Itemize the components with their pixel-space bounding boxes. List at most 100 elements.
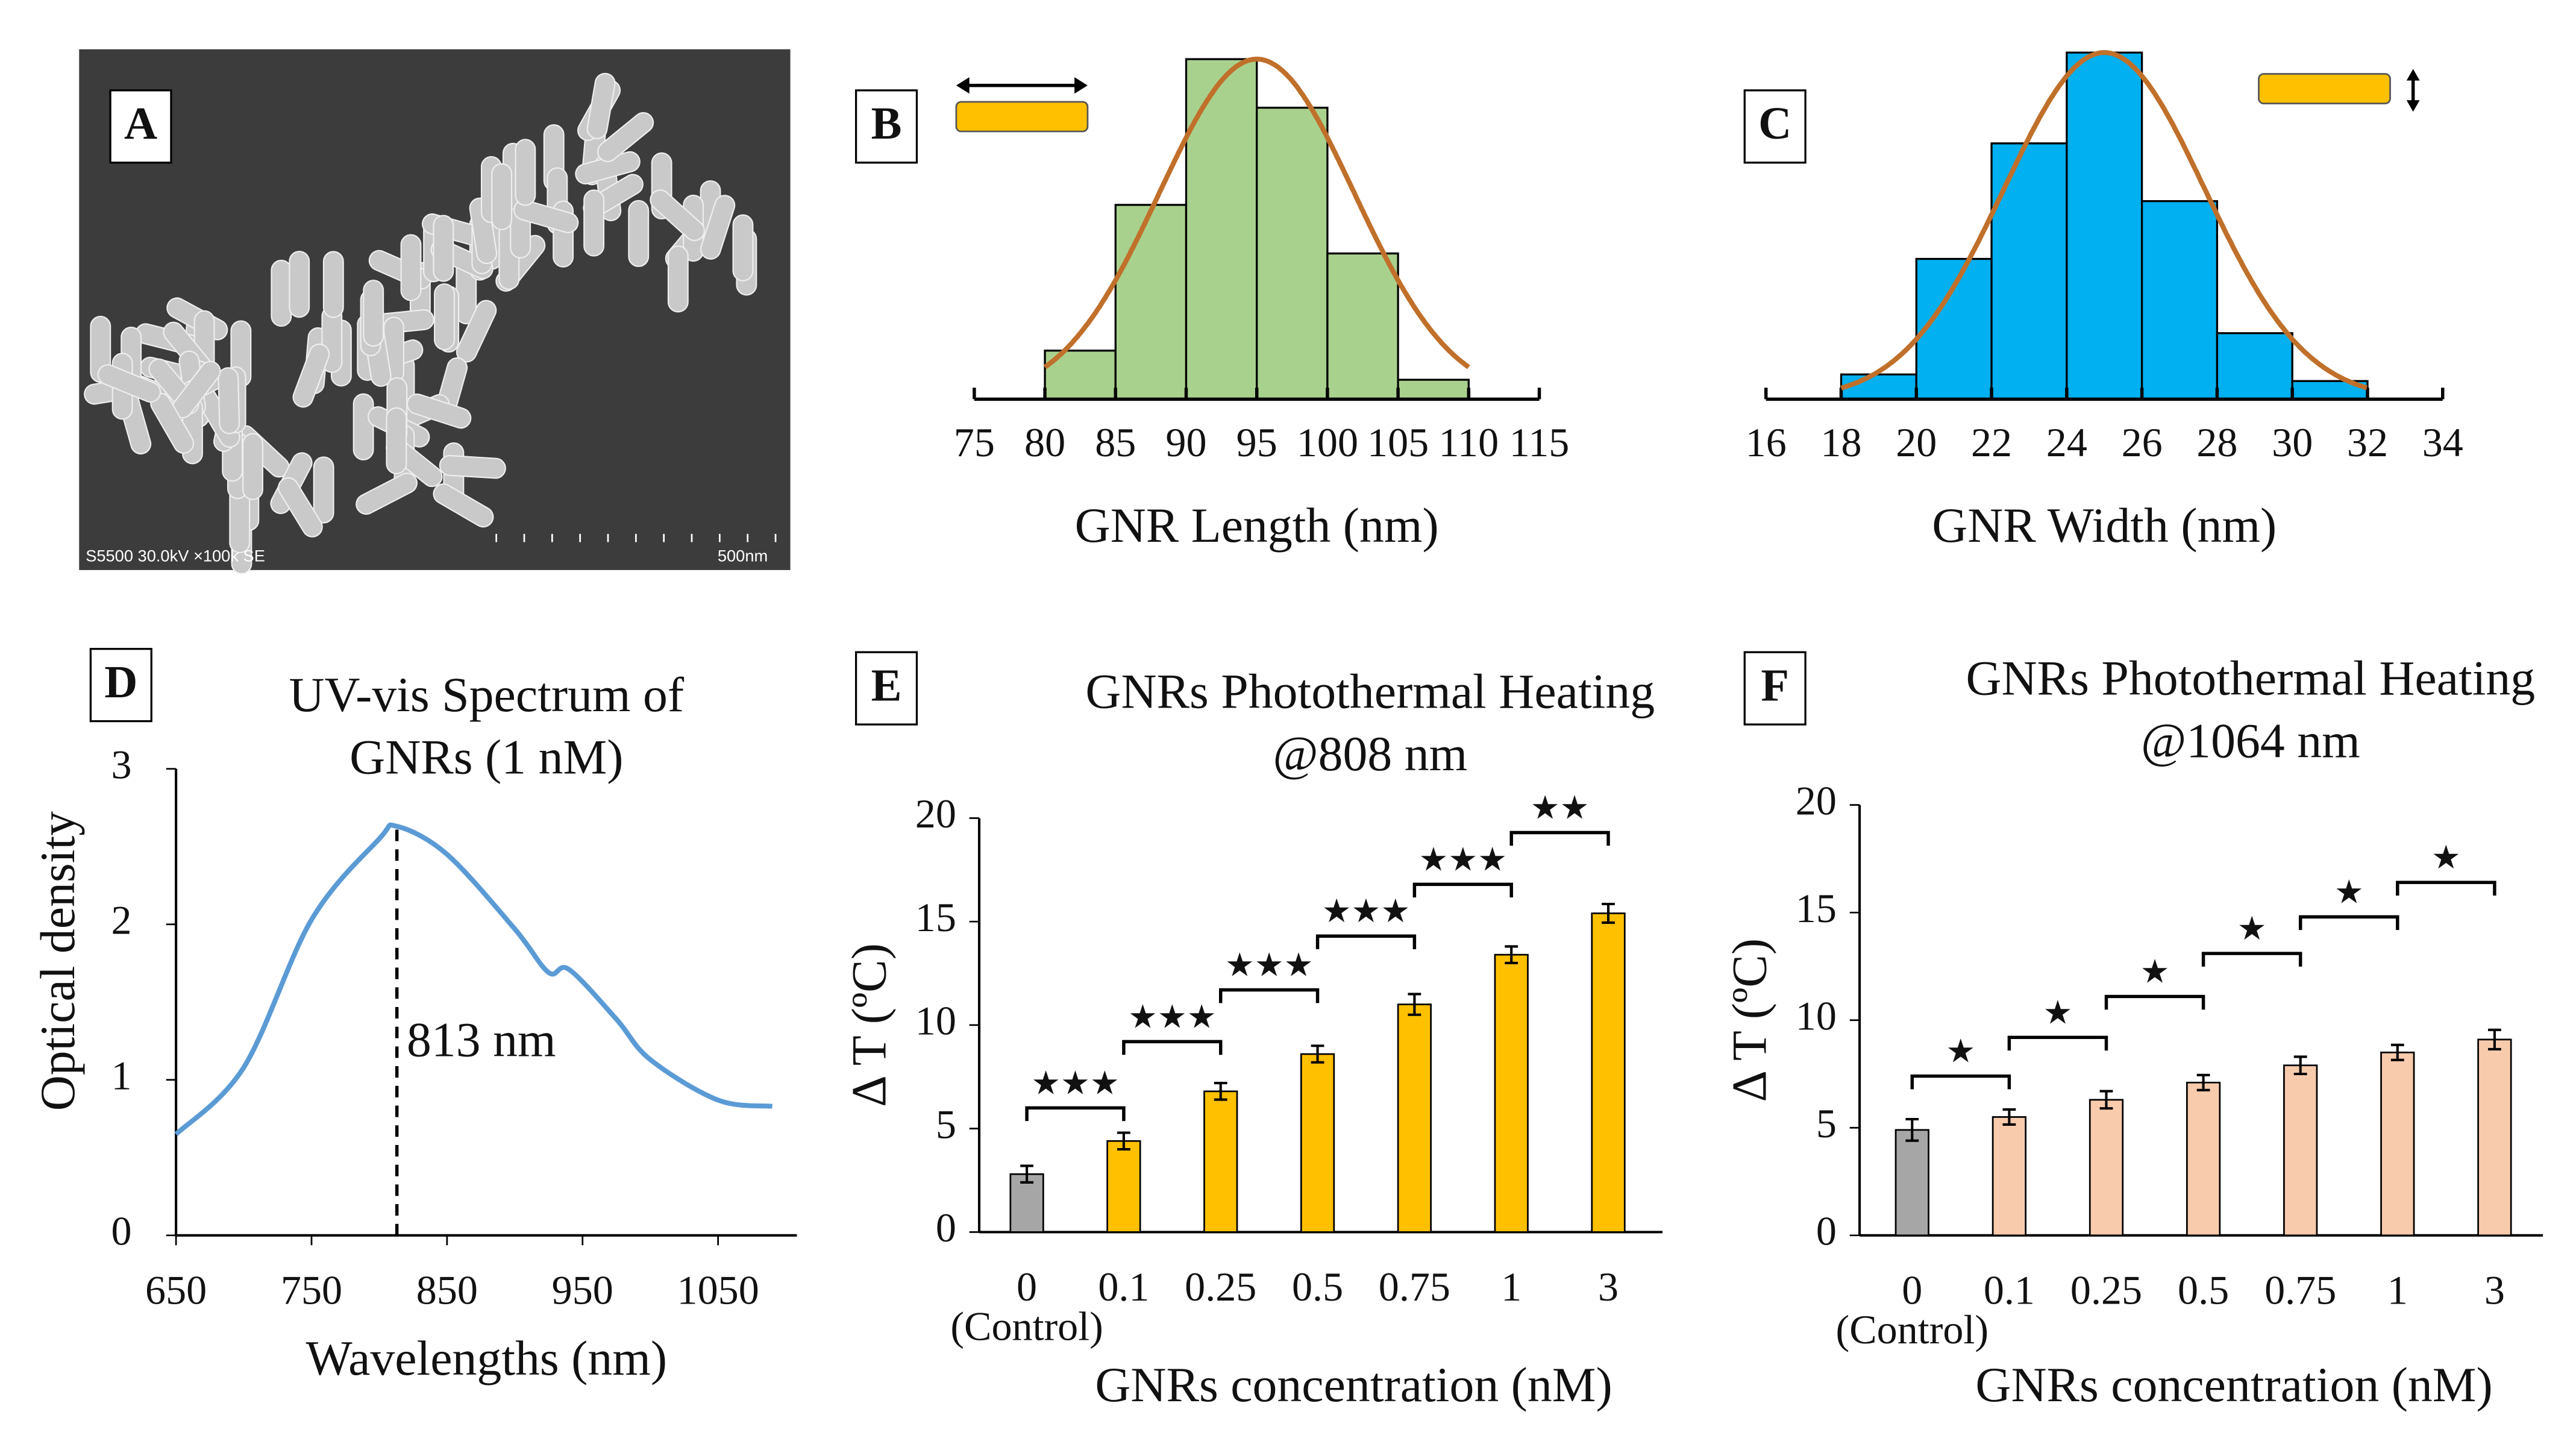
x-tick-label: 0.75 (2264, 1267, 2336, 1313)
error-bar (2099, 1090, 2113, 1110)
bar (1106, 1140, 1141, 1233)
y-tick-label: 5 (1816, 1100, 1837, 1146)
nanorod (700, 195, 736, 260)
significance-bracket (1219, 988, 1320, 1003)
y-axis-label: Δ T (ºC) (1722, 938, 1776, 1102)
nanorod (218, 367, 240, 435)
chart-title: @1064 nm (2141, 713, 2360, 768)
x-tick-label: 16 (1746, 419, 1787, 465)
nanorod (732, 214, 754, 281)
significance-stars: ★ (2431, 838, 2461, 876)
panel-label: E (871, 659, 902, 711)
spectrum-line (174, 822, 773, 1137)
panel-label: A (124, 98, 157, 149)
histogram-bar (2066, 51, 2143, 401)
category-note: (Control) (1836, 1307, 1989, 1352)
y-tick-label: 20 (915, 791, 956, 837)
significance-stars: ★★★ (1225, 946, 1314, 984)
gold-rod-icon (2258, 69, 2420, 112)
nanorod (439, 454, 506, 479)
nanorod (406, 393, 472, 429)
histogram-bar (1990, 142, 2068, 401)
x-tick-label: 1 (1501, 1264, 1521, 1310)
histogram-bar (1326, 252, 1399, 401)
x-tick-label: 34 (2422, 419, 2463, 465)
bar (1203, 1090, 1238, 1233)
x-axis-label: Wavelengths (nm) (306, 1331, 667, 1386)
chart-title: UV-vis Spectrum of (289, 667, 684, 722)
error-bar (1311, 1044, 1324, 1064)
significance-stars: ★★★ (1419, 840, 1508, 878)
error-bar (1602, 902, 1615, 924)
chart-title: GNRs Photothermal Heating (1085, 664, 1655, 719)
bar (1992, 1116, 2027, 1237)
significance-stars: ★★★ (1322, 891, 1411, 930)
significance-stars: ★ (2237, 909, 2267, 947)
sem-image: S5500 30.0kV ×100k SE 500nm (79, 49, 791, 574)
y-tick-label: 2 (111, 897, 131, 943)
x-axis-label: GNR Length (nm) (1075, 498, 1439, 553)
x-tick-label: 0.25 (1185, 1264, 1256, 1310)
significance-bracket (1412, 882, 1513, 898)
x-tick-label: 750 (281, 1267, 342, 1313)
x-tick-label: 0.75 (1379, 1264, 1450, 1310)
significance-stars: ★ (2140, 952, 2170, 990)
y-tick-label: 0 (936, 1205, 956, 1251)
x-tick-label: 110 (1439, 419, 1499, 465)
bar (2283, 1064, 2318, 1237)
significance-bracket (2396, 881, 2496, 896)
x-tick-label: 0 (1017, 1264, 1037, 1310)
significance-bracket (1509, 830, 1610, 846)
x-tick-label: 32 (2347, 419, 2388, 465)
bar (2380, 1051, 2415, 1237)
nanorod (313, 456, 334, 524)
error-bar (1505, 945, 1518, 964)
panel-label: B (871, 98, 902, 149)
y-tick-label: 1 (111, 1052, 131, 1098)
error-bar (2390, 1043, 2404, 1061)
fit-curve (1043, 57, 1470, 369)
panel-label-box (109, 89, 172, 164)
bar (2089, 1099, 2124, 1237)
error-bar (2196, 1073, 2210, 1091)
x-tick-label: 105 (1367, 419, 1429, 465)
nanorod (356, 472, 418, 515)
significance-bracket (1315, 934, 1417, 950)
nanorod (628, 199, 650, 268)
x-tick-label: 1050 (677, 1267, 759, 1313)
significance-bracket (2298, 915, 2399, 931)
category-note: (Control) (950, 1304, 1103, 1349)
nanorod (277, 477, 323, 538)
nanorod (353, 393, 374, 460)
nanorod (363, 280, 384, 347)
x-tick-label: 28 (2196, 419, 2237, 465)
nanorod (242, 433, 263, 500)
panel-label-box (1743, 89, 1807, 164)
chart-title: GNRs Photothermal Heating (1966, 651, 2535, 706)
nanorod (586, 72, 616, 139)
y-tick-label: 5 (936, 1101, 956, 1147)
panel-label-box (854, 89, 918, 164)
x-tick-label: 85 (1095, 419, 1136, 465)
nanorod (597, 112, 654, 163)
nanorod (667, 245, 689, 313)
x-tick-label: 0.5 (2178, 1267, 2229, 1313)
sem-scale-label: 500nm (718, 546, 768, 565)
panel-label: D (104, 656, 137, 708)
y-tick-label: 15 (1796, 885, 1837, 931)
significance-stars: ★★★ (1031, 1063, 1120, 1102)
x-tick-label: 0.5 (1292, 1264, 1343, 1310)
error-bar (2002, 1108, 2016, 1126)
error-bar (1117, 1131, 1130, 1151)
y-tick-label: 0 (1816, 1208, 1837, 1254)
panel-label-box (1743, 651, 1807, 726)
y-tick-label: 15 (915, 894, 956, 940)
x-tick-label: 0 (1902, 1267, 1922, 1313)
y-tick-label: 10 (1796, 993, 1837, 1038)
chart-title: GNRs (1 nM) (349, 730, 623, 785)
nanorod (491, 163, 513, 231)
nanorod (433, 215, 454, 282)
error-bar (1020, 1164, 1033, 1184)
nanorod (433, 483, 494, 528)
x-tick-label: 24 (2046, 419, 2087, 465)
